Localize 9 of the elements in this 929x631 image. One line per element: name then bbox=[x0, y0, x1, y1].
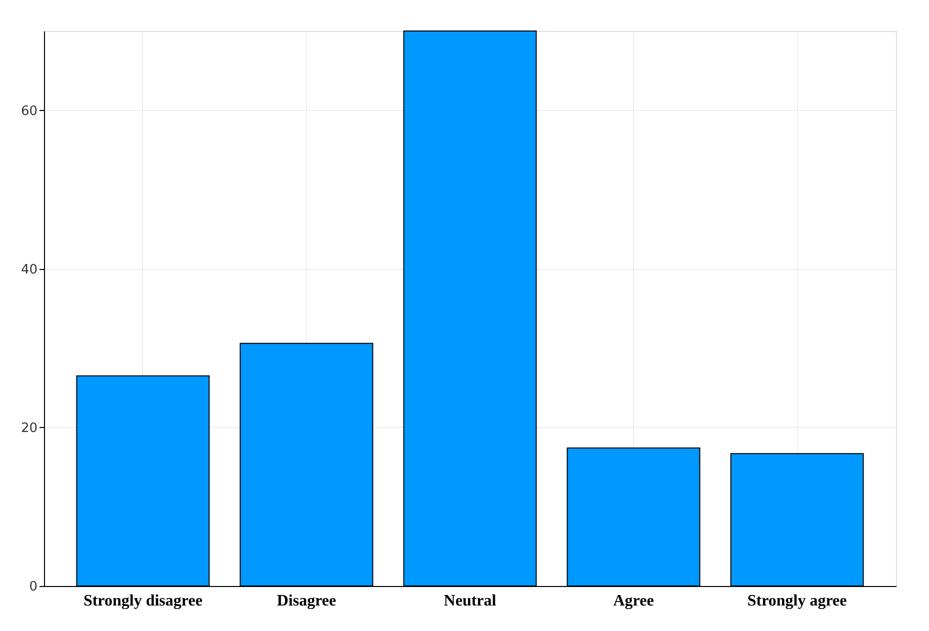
y-tick-label: 20 bbox=[20, 420, 38, 436]
y-tick-label: 0 bbox=[29, 580, 38, 594]
y-tick-label: 40 bbox=[20, 262, 38, 278]
x-tick-label: Agree bbox=[613, 592, 654, 610]
x-tick-label: Neutral bbox=[444, 592, 497, 610]
x-tick-label: Strongly disagree bbox=[83, 592, 202, 610]
x-tick-label: Strongly agree bbox=[747, 592, 847, 610]
x-tick-label: Disagree bbox=[276, 592, 336, 610]
y-tick-label: 60 bbox=[20, 104, 38, 119]
